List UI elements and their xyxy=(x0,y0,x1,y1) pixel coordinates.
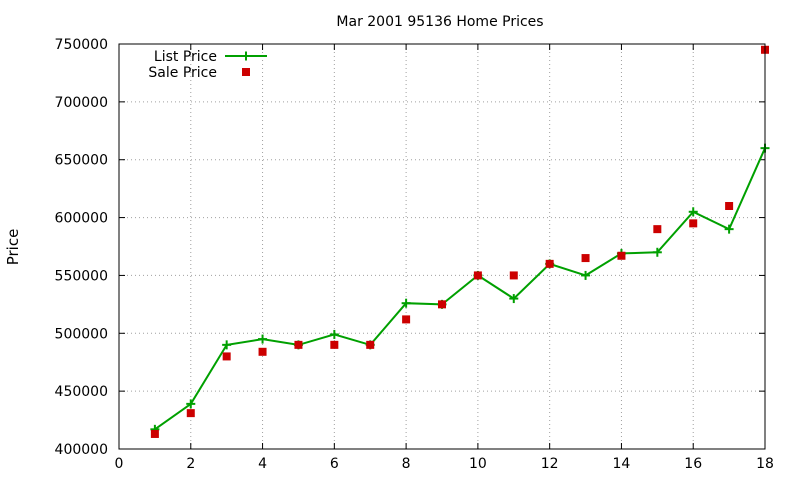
legend-swatch-sale-price xyxy=(242,68,250,76)
list-price-marker xyxy=(186,399,196,409)
sale-price-marker xyxy=(150,429,159,438)
plot-frame xyxy=(118,43,766,450)
list-price-line xyxy=(154,147,766,431)
x-tick-label: 16 xyxy=(684,456,702,472)
legend-label-sale-price: Sale Price xyxy=(148,65,217,81)
y-tick-label: 450000 xyxy=(55,384,108,400)
x-tick-label: 4 xyxy=(258,456,267,472)
sale-price-marker xyxy=(294,340,303,349)
x-tick-label: 14 xyxy=(613,456,631,472)
y-tick-label: 400000 xyxy=(55,442,108,458)
sale-price-marker xyxy=(473,271,482,280)
y-tick-label: 700000 xyxy=(55,95,108,111)
chart-title: Mar 2001 95136 Home Prices xyxy=(336,14,543,30)
list-price-marker xyxy=(724,224,734,234)
list-price-marker xyxy=(509,294,519,304)
plot-series xyxy=(150,45,770,438)
x-tick-label: 0 xyxy=(115,456,124,472)
list-price-marker xyxy=(222,340,232,350)
sale-price-marker xyxy=(330,340,339,349)
y-axis-label: Price xyxy=(4,229,22,266)
y-tick-label: 650000 xyxy=(55,153,108,169)
legend-label-list-price: List Price xyxy=(154,49,217,65)
sale-price-marker xyxy=(581,254,590,263)
grid xyxy=(119,44,765,449)
sale-price-marker xyxy=(258,347,267,356)
list-price-marker xyxy=(688,207,698,217)
legend: List Price Sale Price xyxy=(148,49,267,81)
axis-ticks: 0 2 4 6 8 10 12 14 16 18 400000 450000 500000 550000 6… xyxy=(55,37,774,472)
list-price-marker xyxy=(581,270,591,280)
sale-price-marker xyxy=(509,271,518,280)
y-tick-label: 550000 xyxy=(55,268,108,284)
x-tick-label: 2 xyxy=(186,456,195,472)
list-price-marker xyxy=(329,329,339,339)
sale-price-marker xyxy=(366,340,375,349)
x-tick-label: 12 xyxy=(541,456,559,472)
sale-price-marker xyxy=(438,300,446,309)
sale-price-marker xyxy=(725,202,734,210)
x-tick-label: 6 xyxy=(330,456,339,472)
x-tick-label: 8 xyxy=(402,456,411,472)
list-price-marker xyxy=(652,247,662,257)
y-tick-label: 600000 xyxy=(55,211,108,227)
sale-price-marker xyxy=(222,352,231,361)
sale-price-marker xyxy=(689,219,698,228)
x-tick-label: 18 xyxy=(756,456,774,472)
plot-border xyxy=(118,43,766,450)
sale-price-marker xyxy=(617,251,626,260)
sale-price-marker xyxy=(186,409,195,418)
list-price-marker xyxy=(258,334,268,344)
sale-price-marker xyxy=(545,259,554,268)
sale-price-marker xyxy=(402,315,411,324)
y-tick-label: 750000 xyxy=(55,37,108,53)
x-tick-label: 10 xyxy=(469,456,487,472)
y-tick-label: 500000 xyxy=(55,326,108,342)
list-price-marker xyxy=(401,298,411,308)
sale-price-marker xyxy=(653,225,662,234)
